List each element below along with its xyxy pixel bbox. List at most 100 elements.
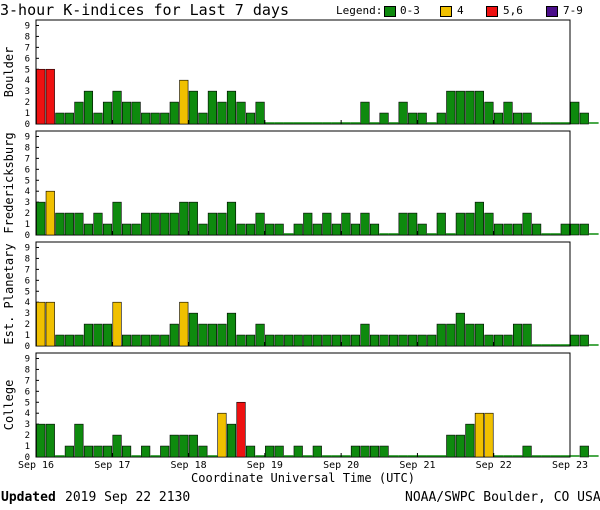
kindex-bar xyxy=(265,445,275,458)
y-tick-label: 5 xyxy=(25,287,30,297)
kindex-bar xyxy=(93,445,103,458)
panel-label-est-planetary: Est. Planetary xyxy=(2,243,16,344)
kindex-bar xyxy=(45,301,55,347)
kindex-bar xyxy=(532,223,542,236)
kindex-bar xyxy=(446,434,456,458)
kindex-bar xyxy=(341,334,351,347)
kindex-bar xyxy=(312,334,322,347)
kindex-bar xyxy=(265,334,275,347)
y-tick-label: 6 xyxy=(25,387,30,397)
kindex-bar xyxy=(360,445,370,458)
y-tick-label: 3 xyxy=(25,198,30,208)
kindex-bar xyxy=(160,112,170,125)
y-tick-label: 4 xyxy=(25,187,30,197)
y-tick-label: 8 xyxy=(25,365,30,375)
kindex-bar xyxy=(45,423,55,458)
kindex-bar xyxy=(455,90,465,125)
kindex-bar xyxy=(169,212,179,236)
kindex-bar xyxy=(493,112,504,125)
kindex-bar xyxy=(312,223,322,236)
kindex-bar xyxy=(493,223,504,236)
kindex-bar xyxy=(274,223,284,236)
kindex-bar xyxy=(112,301,122,347)
y-tick-label: 6 xyxy=(25,276,30,286)
kindex-bar xyxy=(398,101,408,125)
kindex-bar xyxy=(579,223,589,236)
y-tick-label: 0 xyxy=(25,120,30,130)
kindex-bar xyxy=(474,90,484,125)
y-tick-label: 1 xyxy=(25,220,30,230)
kindex-bar xyxy=(160,212,170,236)
y-tick-label: 4 xyxy=(25,409,30,419)
kindex-bar xyxy=(322,212,332,236)
y-tick-label: 9 xyxy=(25,354,30,364)
x-tick-label: Sep 20 xyxy=(323,460,359,471)
kindex-bar xyxy=(484,212,494,236)
kindex-bar xyxy=(274,445,284,458)
kindex-bar xyxy=(74,334,84,347)
kindex-bar xyxy=(512,112,523,125)
kindex-bar xyxy=(455,434,465,458)
kindex-bar xyxy=(188,90,198,125)
y-tick-label: 6 xyxy=(25,165,30,175)
kindex-bar xyxy=(255,212,265,236)
kindex-bar xyxy=(417,334,427,347)
y-tick-label: 9 xyxy=(25,132,30,142)
kindex-bar xyxy=(188,201,198,236)
updated-timestamp: 2019 Sep 22 2130 xyxy=(65,490,191,505)
kindex-bar xyxy=(389,334,399,347)
kindex-bar xyxy=(217,212,227,236)
kindex-bar xyxy=(207,90,217,125)
kindex-bar xyxy=(102,323,113,347)
kindex-bar xyxy=(64,212,74,236)
y-tick-label: 1 xyxy=(25,442,30,452)
kindex-bar xyxy=(265,223,275,236)
kindex-bar xyxy=(579,112,589,125)
kindex-bar xyxy=(465,323,475,347)
kindex-bar xyxy=(293,223,303,236)
kindex-bar xyxy=(141,212,151,236)
kindex-bar xyxy=(112,90,122,125)
kindex-bar xyxy=(350,223,361,236)
y-tick-label: 9 xyxy=(25,243,30,253)
kindex-bar xyxy=(74,212,84,236)
x-tick-label: Sep 17 xyxy=(94,460,130,471)
kindex-bar xyxy=(122,445,132,458)
kindex-bar xyxy=(360,212,370,236)
kindex-bar xyxy=(341,212,351,236)
kindex-bar xyxy=(512,223,523,236)
legend-swatch-green xyxy=(384,6,396,17)
legend-title: Legend: xyxy=(336,4,383,17)
kindex-bar xyxy=(236,223,246,236)
kindex-bar xyxy=(350,334,361,347)
kindex-bar xyxy=(465,90,475,125)
kindex-bar xyxy=(131,223,141,236)
kindex-bar xyxy=(474,412,484,458)
kindex-bar xyxy=(55,334,65,347)
kindex-bar xyxy=(150,212,160,236)
legend-swatch-red xyxy=(486,6,498,17)
kindex-bar xyxy=(236,101,246,125)
kindex-bar xyxy=(198,323,208,347)
y-tick-label: 5 xyxy=(25,398,30,408)
kindex-bar xyxy=(160,334,170,347)
kindex-bar xyxy=(245,445,256,458)
panel-label-fredericksburg: Fredericksburg xyxy=(2,132,16,233)
x-axis-label: Coordinate Universal Time (UTC) xyxy=(191,471,415,485)
kindex-bar xyxy=(226,423,237,458)
kindex-bar xyxy=(255,323,265,347)
kindex-bar xyxy=(408,334,418,347)
kindex-bar xyxy=(245,112,256,125)
y-tick-label: 2 xyxy=(25,320,30,330)
kindex-bar xyxy=(217,412,227,458)
kindex-bar xyxy=(579,445,589,458)
y-tick-label: 3 xyxy=(25,420,30,430)
kindex-bar xyxy=(169,101,179,125)
kindex-bar xyxy=(198,112,208,125)
x-tick-label: Sep 18 xyxy=(171,460,207,471)
kindex-bar xyxy=(198,223,208,236)
y-tick-label: 5 xyxy=(25,176,30,186)
kindex-bar xyxy=(122,101,132,125)
kindex-bar xyxy=(131,334,141,347)
x-tick-label: Sep 19 xyxy=(247,460,283,471)
